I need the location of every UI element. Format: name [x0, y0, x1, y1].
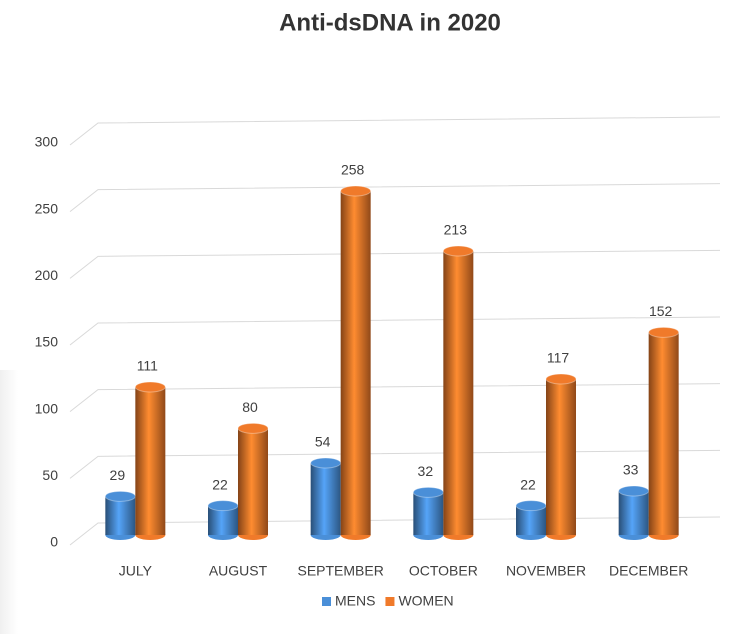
x-tick-label: DECEMBER — [609, 563, 688, 579]
bar-body — [443, 251, 474, 535]
bar — [618, 485, 650, 540]
data-label: 22 — [212, 476, 228, 492]
y-tick-label: 50 — [42, 467, 58, 483]
y-tick-label: 250 — [35, 200, 59, 216]
grid-line — [69, 249, 721, 279]
data-label: 29 — [110, 467, 126, 483]
bar-body — [135, 387, 166, 535]
bar-body — [413, 492, 444, 535]
bar — [134, 381, 166, 540]
x-tick-label: OCTOBER — [409, 563, 478, 579]
legend-swatch — [385, 597, 395, 606]
grid-line — [69, 116, 721, 146]
bar-top — [340, 185, 372, 197]
x-tick-label: NOVEMBER — [506, 563, 586, 579]
bar-top — [412, 486, 444, 498]
bar-top — [104, 490, 136, 502]
bar-body — [105, 496, 136, 535]
chart-title: Anti-dsDNA in 2020 — [279, 9, 501, 36]
x-tick-label: SEPTEMBER — [297, 563, 383, 579]
bar — [412, 486, 444, 540]
bar — [104, 490, 136, 540]
bar-body — [648, 332, 679, 535]
legend-label: MENS — [335, 593, 375, 609]
bar-body — [310, 463, 341, 535]
y-tick-label: 300 — [35, 134, 59, 150]
bar — [648, 326, 680, 540]
y-tick-label: 100 — [35, 400, 59, 416]
grid-line — [69, 383, 721, 413]
grid-line — [69, 316, 721, 346]
bar-top — [648, 326, 680, 338]
data-label: 213 — [444, 222, 468, 238]
grid-line — [69, 183, 721, 213]
y-tick-label: 150 — [35, 334, 59, 350]
bar-top — [515, 500, 547, 512]
bar-body — [546, 379, 576, 535]
data-label: 22 — [520, 476, 536, 492]
data-label: 117 — [547, 350, 570, 366]
data-label: 32 — [418, 463, 434, 479]
bar — [207, 500, 239, 540]
bar-top — [545, 373, 577, 385]
bar-body — [238, 428, 268, 535]
bar-top — [442, 245, 474, 257]
bar — [515, 500, 547, 540]
bar — [310, 457, 342, 540]
data-label: 54 — [315, 434, 331, 450]
bar-top — [134, 381, 166, 393]
y-tick-label: 0 — [50, 534, 58, 550]
data-label: 258 — [341, 162, 365, 178]
bar — [545, 373, 577, 540]
bar — [340, 185, 372, 540]
bar-body — [618, 491, 649, 535]
y-tick-label: 200 — [35, 267, 59, 283]
data-label: 80 — [242, 399, 258, 415]
x-tick-label: JULY — [119, 563, 153, 579]
legend-swatch — [322, 597, 331, 606]
bar-top — [237, 422, 269, 434]
bar — [237, 422, 269, 540]
data-label: 33 — [623, 462, 639, 478]
bar — [442, 245, 474, 540]
bar-top — [310, 457, 342, 469]
bar-body — [340, 191, 371, 535]
side-panel — [0, 370, 18, 634]
legend-label: WOMEN — [398, 593, 453, 609]
grid-line — [69, 449, 721, 479]
x-tick-label: AUGUST — [209, 563, 268, 579]
data-label: 111 — [137, 358, 158, 374]
data-label: 152 — [649, 303, 673, 319]
grid-line — [69, 516, 721, 546]
bar-top — [618, 485, 650, 497]
bar-top — [207, 500, 239, 512]
